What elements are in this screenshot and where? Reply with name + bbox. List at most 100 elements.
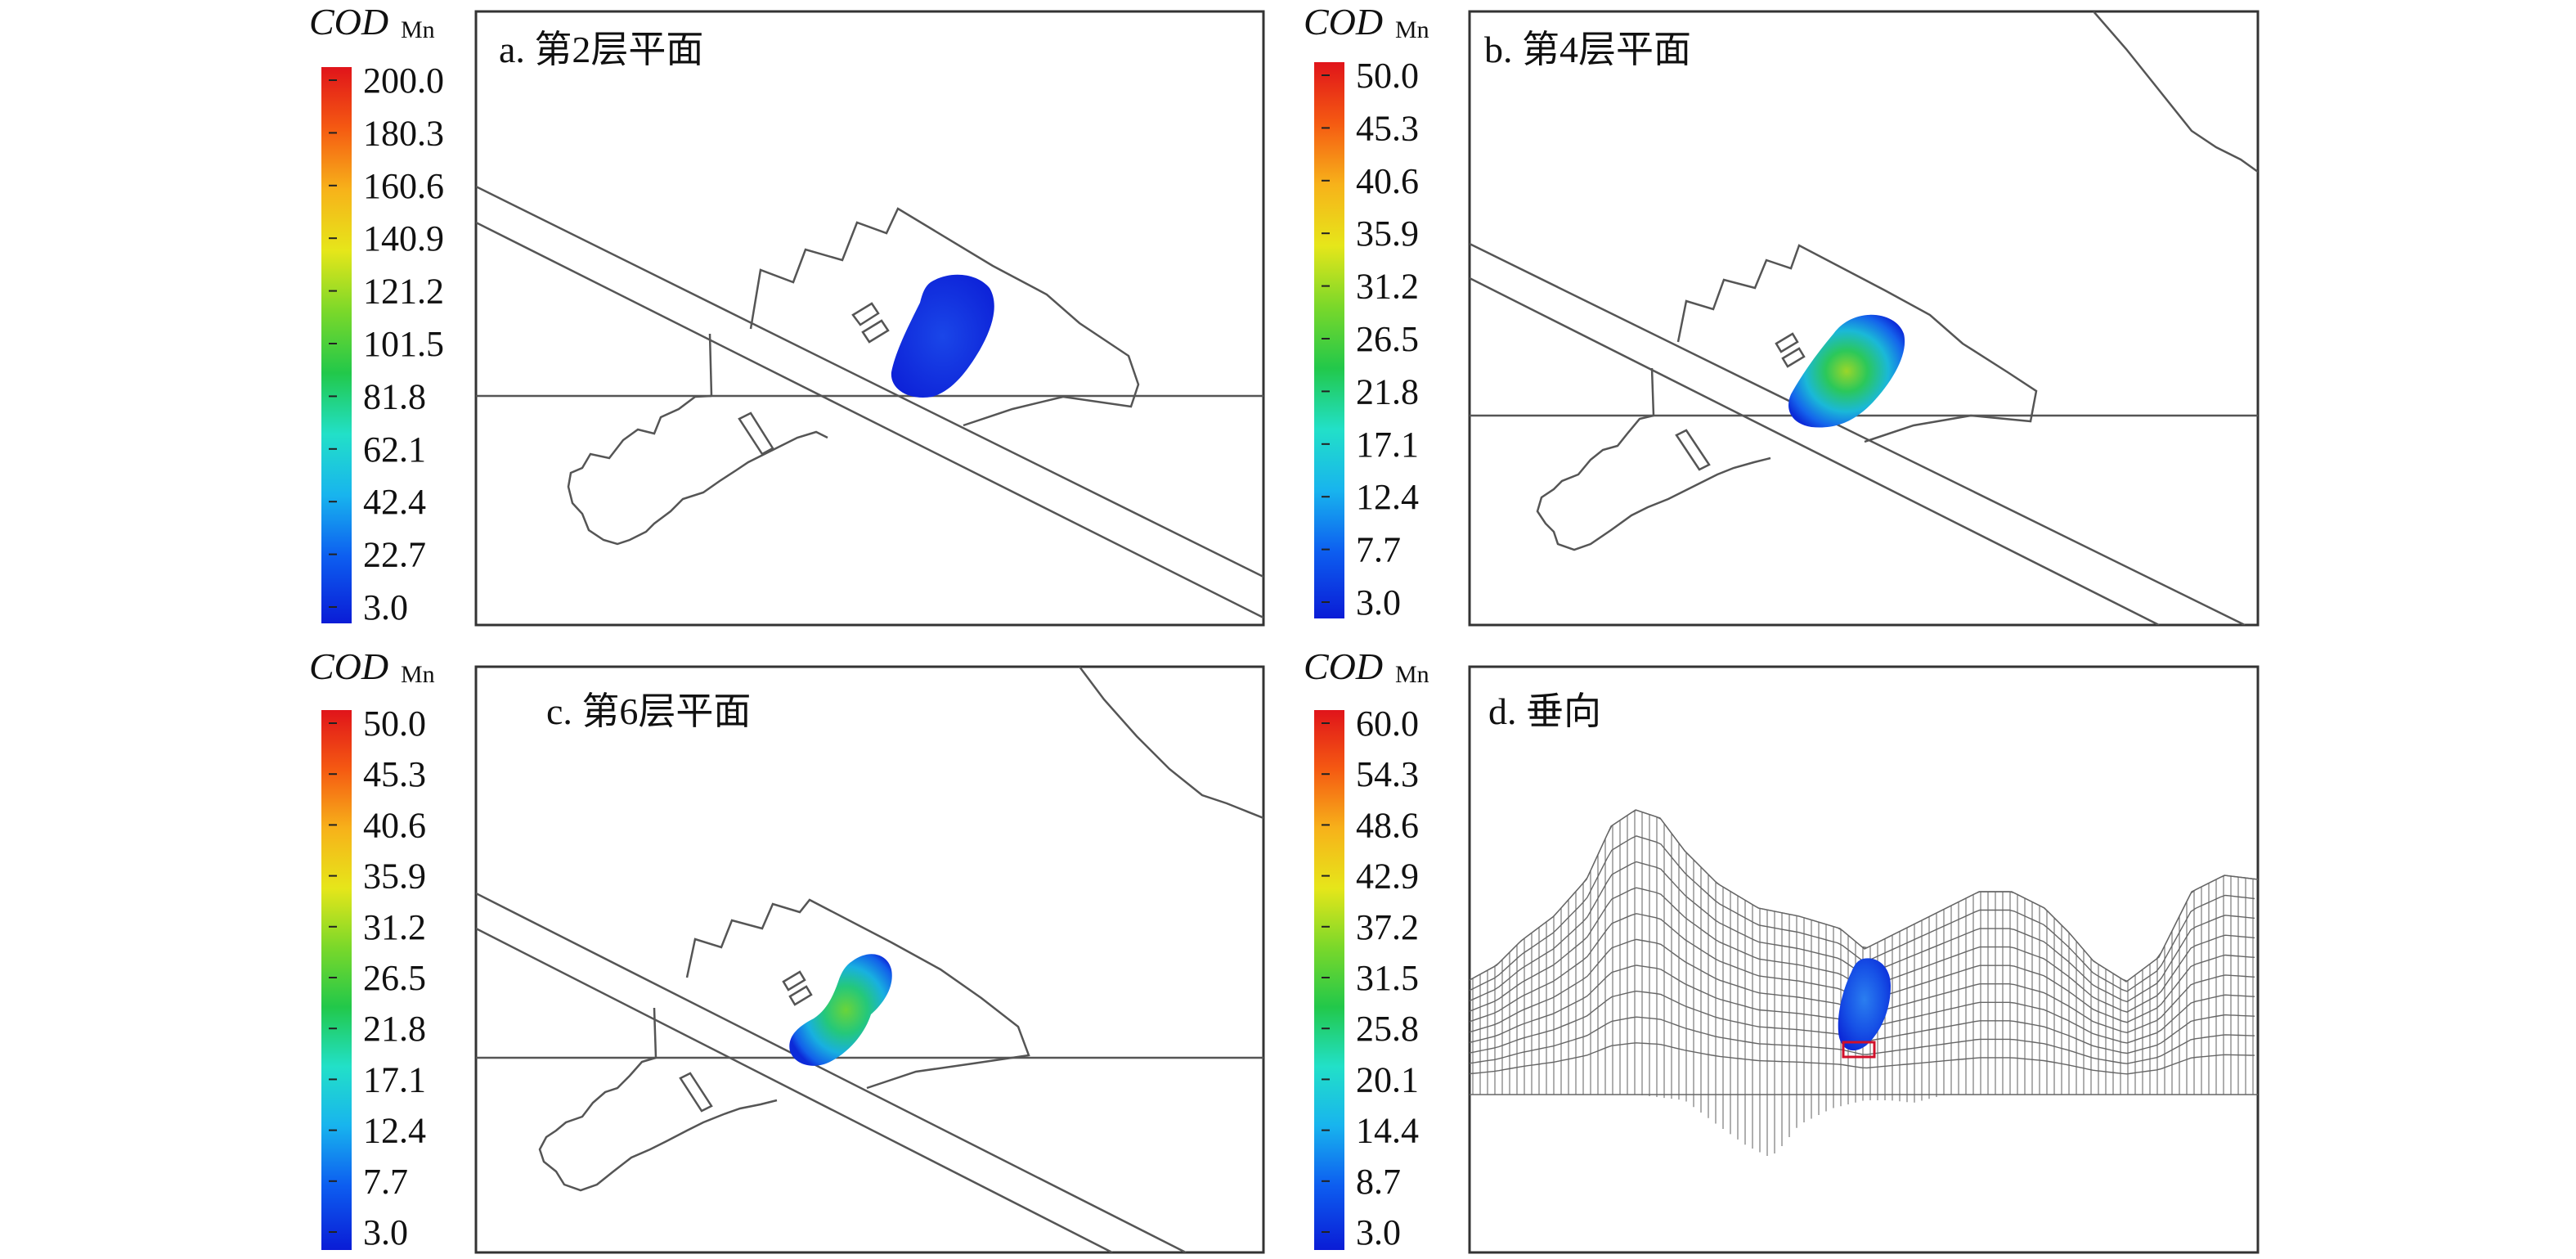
- colorbar-tick-label: 45.3: [1356, 108, 1419, 148]
- channel-edge-lower-b: [1470, 277, 2160, 625]
- panel-a-title: a. 第2层平面: [499, 29, 703, 70]
- map-c-outlines: [476, 667, 1263, 1252]
- pier-a-2: [861, 319, 890, 344]
- harbor-basin-c: [685, 898, 1030, 1090]
- harbor-basin-b: [1676, 244, 2038, 443]
- legend-d-quantity: COD: [1304, 645, 1383, 687]
- legend-c: COD Mn 50.0 45.3 40.6 35.9 31.2 26.5 21.8 17.1 1…: [309, 645, 435, 1252]
- basin-wall-c: [653, 1007, 657, 1059]
- legend-a-ticks: 200.0 180.3 160.6 140.9 121.2 101.5 81.8 62.1 42…: [329, 61, 444, 627]
- coast-b: [2093, 11, 2258, 173]
- basin-wall-b: [1650, 367, 1655, 416]
- colorbar-b: [1314, 62, 1344, 618]
- colorbar-c: [321, 710, 352, 1250]
- panel-d: COD Mn 60.0 54.3 48.6 42.9 37.2 31.5 25.8 20.1 1…: [1304, 645, 2260, 1254]
- colorbar-tick-label: 14.4: [1356, 1111, 1419, 1151]
- mesh-layer-line: [1470, 1042, 2255, 1075]
- colorbar-tick-label: 48.6: [1356, 805, 1419, 845]
- colorbar-tick-label: 3.0: [363, 587, 408, 627]
- colorbar-tick-label: 26.5: [1356, 319, 1419, 359]
- colorbar-tick-label: 7.7: [1356, 530, 1401, 570]
- panel-c: COD Mn 50.0 45.3 40.6 35.9 31.2 26.5 21.8 17.1 1…: [309, 645, 1265, 1254]
- colorbar-tick-label: 81.8: [363, 376, 426, 416]
- coast-c: [1079, 667, 1263, 820]
- colorbar-tick-label: 3.0: [1356, 1212, 1401, 1252]
- mesh-top-boundary: [1470, 809, 2258, 982]
- colorbar-d: [1314, 710, 1344, 1250]
- colorbar-tick-label: 26.5: [363, 958, 426, 998]
- channel-edge-upper-b: [1470, 242, 2246, 625]
- panel-b: COD Mn 50.0 45.3 40.6 35.9 31.2 26.5 21.8 17.1 1…: [1304, 1, 2260, 627]
- legend-c-ticks: 50.0 45.3 40.6 35.9 31.2 26.5 21.8 17.1 12.4 7.7 3…: [329, 704, 426, 1252]
- pier-a-3: [738, 411, 774, 456]
- pier-c-1: [782, 970, 806, 991]
- panel-c-title: c. 第6层平面: [546, 690, 751, 732]
- channel-edge-lower-a: [476, 221, 1263, 619]
- legend-c-quantity: COD: [309, 645, 388, 687]
- colorbar-tick-label: 12.4: [363, 1111, 426, 1151]
- colorbar-tick-label: 35.9: [363, 857, 426, 897]
- colorbar-tick-label: 3.0: [363, 1212, 408, 1252]
- legend-d-ticks: 60.0 54.3 48.6 42.9 37.2 31.5 25.8 20.1 14.4 8.7 3…: [1322, 704, 1419, 1252]
- channel-edge-upper-a: [476, 185, 1263, 578]
- colorbar-tick-label: 31.2: [363, 907, 426, 947]
- panel-b-title: b. 第4层平面: [1484, 29, 1691, 70]
- colorbar-tick-label: 31.2: [1356, 267, 1419, 307]
- pier-c-3: [679, 1072, 713, 1113]
- colorbar-tick-label: 21.8: [363, 1009, 426, 1049]
- channel-edge-lower-c: [476, 927, 1113, 1252]
- colorbar-tick-label: 121.2: [363, 272, 444, 312]
- colorbar-tick-label: 37.2: [1356, 907, 1419, 947]
- colorbar-tick-label: 62.1: [363, 429, 426, 470]
- shoreline-a: [567, 394, 828, 546]
- colorbar-tick-label: 25.8: [1356, 1009, 1419, 1049]
- colorbar-tick-label: 180.3: [363, 113, 444, 153]
- colorbar-tick-label: 50.0: [363, 704, 426, 744]
- colorbar-tick-label: 160.6: [363, 166, 444, 206]
- legend-d-subscript: Mn: [1395, 661, 1429, 688]
- plume-b: [1788, 314, 1905, 428]
- legend-b-subscript: Mn: [1395, 16, 1429, 43]
- colorbar-tick-label: 3.0: [1356, 582, 1401, 623]
- pier-b-3: [1675, 429, 1711, 471]
- colorbar-a: [321, 67, 352, 623]
- legend-b-ticks: 50.0 45.3 40.6 35.9 31.2 26.5 21.8 17.1 12.4 7.7 3…: [1322, 56, 1419, 623]
- colorbar-tick-label: 22.7: [363, 535, 426, 575]
- colorbar-tick-label: 50.0: [1356, 56, 1419, 96]
- legend-a: COD Mn 200.0 180.3 160.6 140.9 121.2 101.5 81.…: [309, 1, 444, 627]
- basin-wall-a: [708, 333, 713, 397]
- colorbar-tick-label: 101.5: [363, 324, 444, 364]
- colorbar-tick-label: 42.4: [363, 482, 426, 522]
- colorbar-tick-label: 45.3: [363, 754, 426, 794]
- shoreline-c: [538, 1056, 778, 1192]
- outfall-marker: [1842, 1041, 1876, 1059]
- legend-b: COD Mn 50.0 45.3 40.6 35.9 31.2 26.5 21.8 17.1 1…: [1304, 1, 1429, 623]
- pier-c-2: [788, 985, 813, 1006]
- mesh-layer-line: [1470, 1016, 2255, 1064]
- legend-d: COD Mn 60.0 54.3 48.6 42.9 37.2 31.5 25.8 20.1 1…: [1304, 645, 1429, 1252]
- plume-c: [789, 954, 892, 1066]
- colorbar-tick-label: 60.0: [1356, 704, 1419, 744]
- colorbar-tick-label: 21.8: [1356, 371, 1419, 411]
- legend-a-quantity: COD: [309, 1, 388, 43]
- colorbar-tick-label: 42.9: [1356, 857, 1419, 897]
- map-a-outlines: [476, 185, 1263, 619]
- mesh-layer-lines: [1470, 809, 2258, 1095]
- plume-a: [891, 274, 994, 398]
- colorbar-tick-label: 35.9: [1356, 214, 1419, 254]
- colorbar-tick-label: 140.9: [363, 218, 444, 259]
- colorbar-tick-label: 54.3: [1356, 754, 1419, 794]
- panel-a: COD Mn 200.0 180.3 160.6 140.9 121.2 101.5 81.…: [309, 1, 1265, 627]
- colorbar-tick-label: 40.6: [1356, 161, 1419, 201]
- colorbar-tick-label: 7.7: [363, 1162, 408, 1202]
- legend-b-quantity: COD: [1304, 1, 1383, 43]
- panel-d-title: d. 垂向: [1488, 690, 1601, 732]
- pier-b-2: [1781, 347, 1806, 368]
- colorbar-tick-label: 200.0: [363, 61, 444, 101]
- colorbar-tick-label: 8.7: [1356, 1162, 1401, 1202]
- colorbar-tick-label: 40.6: [363, 805, 426, 845]
- colorbar-tick-label: 17.1: [363, 1059, 426, 1099]
- plume-d: [1838, 958, 1891, 1051]
- legend-a-subscript: Mn: [401, 16, 435, 43]
